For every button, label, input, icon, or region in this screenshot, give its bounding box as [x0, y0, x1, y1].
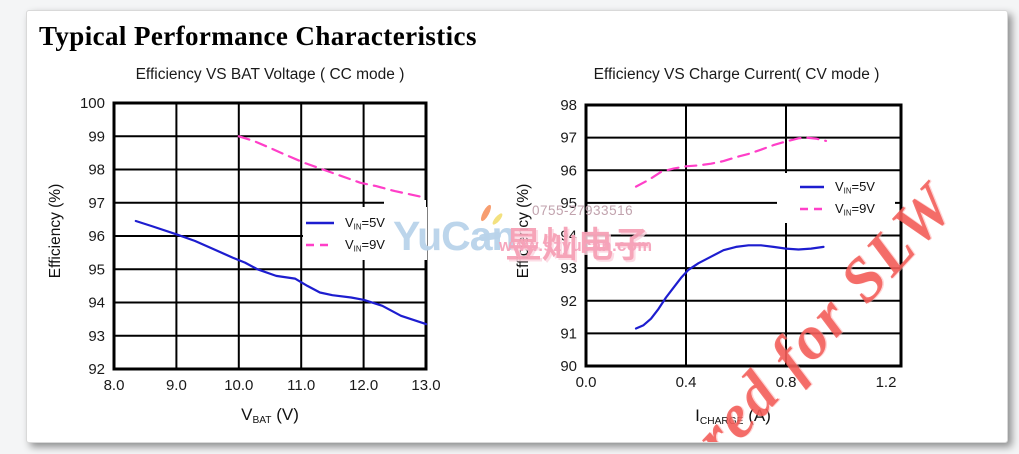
svg-text:97: 97	[560, 130, 577, 147]
legend-label: VIN=5V	[835, 178, 875, 196]
svg-text:94: 94	[88, 295, 105, 312]
svg-text:12.0: 12.0	[349, 377, 378, 394]
svg-text:1.2: 1.2	[876, 374, 897, 391]
left-chart-title: Efficiency VS BAT Voltage ( CC mode )	[135, 66, 405, 83]
page-title: Typical Performance Characteristics	[39, 21, 477, 51]
svg-text:96: 96	[560, 162, 577, 179]
svg-text:93: 93	[560, 260, 577, 277]
svg-text:0.8: 0.8	[776, 374, 797, 391]
svg-text:94: 94	[560, 228, 577, 245]
right-chart-title: Efficiency VS Charge Current( CV mode )	[593, 66, 880, 83]
legend-entry: VIN=9V	[799, 198, 895, 220]
xlabel-unit: (V)	[271, 405, 299, 424]
svg-text:100: 100	[80, 95, 105, 112]
svg-text:98: 98	[560, 97, 577, 114]
solid-line-sample-icon	[800, 185, 824, 189]
svg-text:0.4: 0.4	[676, 374, 697, 391]
svg-text:92: 92	[88, 361, 105, 378]
right-chart-legend: VIN=5V VIN=9V	[777, 173, 895, 223]
svg-text:90: 90	[560, 358, 577, 375]
legend-entry: VIN=9V	[305, 234, 427, 256]
left-chart-ylabel: Efficiency (%)	[47, 183, 64, 279]
dashed-line-sample-icon	[306, 243, 334, 247]
svg-text:98: 98	[88, 162, 105, 179]
legend-label: VIN=9V	[835, 200, 875, 218]
efficiency-vs-icharge-chart: 90 91 92 93 94 95 96 97 98 0.0 0.4 0.8 1.2	[560, 97, 903, 391]
svg-text:13.0: 13.0	[411, 377, 440, 394]
legend-entry: VIN=5V	[799, 176, 895, 198]
legend-label: VIN=5V	[345, 214, 385, 232]
xlabel-unit: (A)	[743, 406, 771, 425]
legend-label: VIN=9V	[345, 236, 385, 254]
svg-text:0.0: 0.0	[576, 374, 597, 391]
legend-entry: VIN=5V	[305, 212, 427, 234]
svg-text:10.0: 10.0	[224, 377, 253, 394]
datasheet-page: Typical Performance Characteristics Effi…	[26, 10, 1008, 443]
xlabel-symbol: I	[695, 406, 700, 425]
left-chart-legend: VIN=5V VIN=9V	[303, 207, 427, 260]
svg-text:97: 97	[88, 195, 105, 212]
left-chart-xlabel: VBAT (V)	[170, 405, 370, 426]
svg-text:95: 95	[88, 261, 105, 278]
svg-text:96: 96	[88, 228, 105, 245]
solid-line-sample-icon	[306, 221, 334, 225]
svg-text:11.0: 11.0	[287, 377, 315, 394]
svg-text:95: 95	[560, 195, 577, 212]
xlabel-symbol: V	[241, 405, 253, 424]
svg-text:92: 92	[560, 293, 577, 310]
watermark-website: www.szyucan.com	[499, 237, 653, 255]
svg-text:9.0: 9.0	[166, 377, 187, 394]
right-chart-xlabel: ICHARGE (A)	[633, 406, 833, 427]
svg-text:91: 91	[560, 325, 577, 342]
xlabel-subscript: CHARGE	[699, 416, 744, 428]
legend-background-patch	[384, 200, 426, 208]
svg-text:99: 99	[88, 128, 105, 145]
watermark-phone-number: 0755-27933516	[532, 203, 634, 218]
watermark-company-name: 昱灿电子	[506, 226, 651, 265]
xlabel-subscript: BAT	[252, 415, 272, 427]
dashed-line-sample-icon	[800, 207, 824, 211]
svg-text:8.0: 8.0	[104, 377, 125, 394]
svg-text:93: 93	[88, 328, 105, 345]
